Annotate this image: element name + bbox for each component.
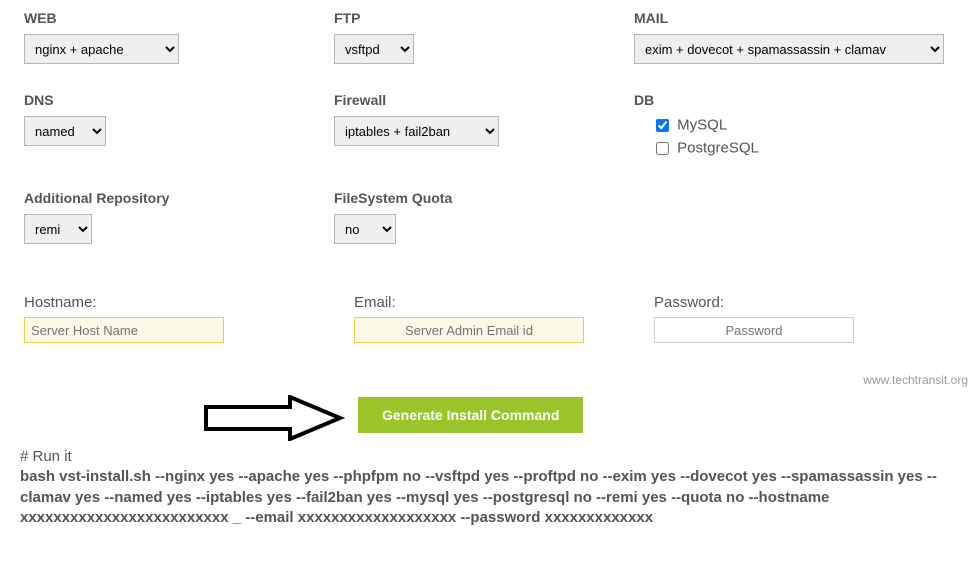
output-command: bash vst-install.sh --nginx yes --apache… bbox=[20, 467, 960, 528]
db-mysql-option[interactable]: MySQL bbox=[652, 116, 954, 135]
web-label: WEB bbox=[24, 10, 334, 26]
db-postgres-checkbox[interactable] bbox=[656, 142, 669, 155]
watermark-text: www.techtransit.org bbox=[0, 373, 980, 387]
dns-select[interactable]: named bbox=[24, 116, 106, 146]
dns-label: DNS bbox=[24, 92, 334, 108]
ftp-select[interactable]: vsftpd bbox=[334, 34, 414, 64]
quota-label: FileSystem Quota bbox=[334, 190, 634, 206]
repo-select[interactable]: remi bbox=[24, 214, 92, 244]
password-label: Password: bbox=[654, 294, 954, 311]
db-postgres-label: PostgreSQL bbox=[677, 139, 759, 156]
firewall-label: Firewall bbox=[334, 92, 634, 108]
password-input[interactable] bbox=[654, 317, 854, 343]
db-mysql-label: MySQL bbox=[677, 116, 727, 133]
db-postgres-option[interactable]: PostgreSQL bbox=[652, 139, 954, 158]
email-input[interactable] bbox=[354, 317, 584, 343]
ftp-label: FTP bbox=[334, 10, 634, 26]
hostname-label: Hostname: bbox=[24, 294, 354, 311]
mail-select[interactable]: exim + dovecot + spamassassin + clamav bbox=[634, 34, 944, 64]
arrow-icon bbox=[200, 395, 350, 441]
generate-button[interactable]: Generate Install Command bbox=[358, 397, 583, 433]
web-select[interactable]: nginx + apache bbox=[24, 34, 179, 64]
db-label: DB bbox=[634, 92, 954, 108]
hostname-input[interactable] bbox=[24, 317, 224, 343]
quota-select[interactable]: no bbox=[334, 214, 396, 244]
repo-label: Additional Repository bbox=[24, 190, 334, 206]
email-label: Email: bbox=[354, 294, 654, 311]
mail-label: MAIL bbox=[634, 10, 954, 26]
db-mysql-checkbox[interactable] bbox=[656, 119, 669, 132]
firewall-select[interactable]: iptables + fail2ban bbox=[334, 116, 499, 146]
output-comment: # Run it bbox=[20, 447, 960, 467]
